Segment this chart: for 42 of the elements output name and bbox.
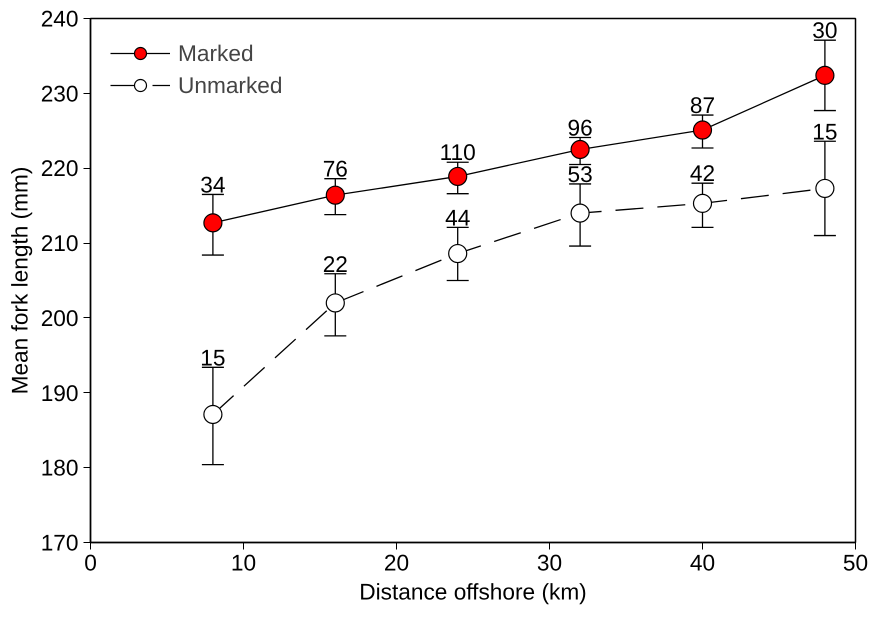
x-tick-label: 40	[690, 550, 716, 576]
y-tick-label: 200	[40, 304, 79, 331]
annotation: 34	[200, 171, 226, 198]
legend-label: Unmarked	[178, 72, 283, 98]
annotation: 42	[690, 160, 716, 186]
annotation: 15	[200, 344, 226, 370]
x-axis-title: Distance offshore (km)	[359, 578, 587, 604]
annotation: 22	[322, 250, 348, 277]
point	[815, 178, 834, 198]
annotation: 15	[812, 118, 838, 144]
point	[692, 120, 712, 140]
point	[570, 140, 590, 160]
x-tick-label: 30	[536, 550, 562, 576]
annotation: 110	[440, 139, 476, 166]
y-tick-label: 210	[40, 230, 79, 256]
x-tick-label: 10	[230, 550, 256, 576]
y-tick-label: 220	[40, 155, 79, 182]
y-tick-label: 240	[40, 6, 79, 32]
annotation: 87	[690, 92, 716, 118]
point	[203, 213, 222, 232]
annotation: 30	[812, 17, 838, 44]
point	[692, 194, 712, 213]
y-tick-label: 170	[40, 530, 79, 556]
annotation: 44	[445, 204, 470, 230]
point	[326, 293, 345, 313]
x-tick-label: 0	[84, 550, 97, 576]
point	[570, 204, 590, 223]
x-tick-label: 20	[384, 550, 410, 576]
annotation: 53	[568, 160, 593, 187]
y-tick-label: 180	[40, 454, 79, 481]
point	[203, 404, 222, 424]
annotation: 76	[322, 156, 348, 182]
y-tick-label: 230	[40, 80, 79, 106]
y-tick-label: 190	[40, 380, 79, 406]
point	[448, 166, 468, 186]
annotation: 96	[568, 114, 593, 141]
y-axis-title: Mean fork length (mm)	[6, 166, 33, 394]
point	[448, 244, 468, 264]
legend-label: Marked	[178, 40, 254, 66]
point	[815, 66, 834, 85]
point	[326, 186, 345, 205]
x-tick-label: 50	[842, 550, 868, 576]
